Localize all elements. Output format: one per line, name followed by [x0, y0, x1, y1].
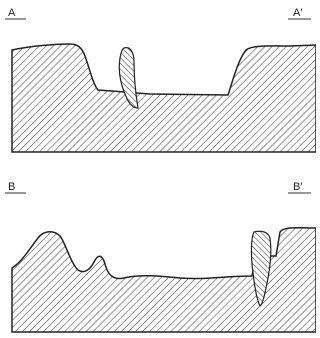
- label-a-prime: A′: [293, 7, 302, 19]
- label-a: A: [8, 7, 16, 19]
- label-b: B: [8, 181, 15, 193]
- label-b-prime: B′: [293, 181, 302, 193]
- cross-section-a: [12, 44, 316, 152]
- diagram: A A′ B B′: [0, 0, 316, 338]
- page: A A′ B B′ (() => { const data = JSON.par…: [0, 0, 320, 338]
